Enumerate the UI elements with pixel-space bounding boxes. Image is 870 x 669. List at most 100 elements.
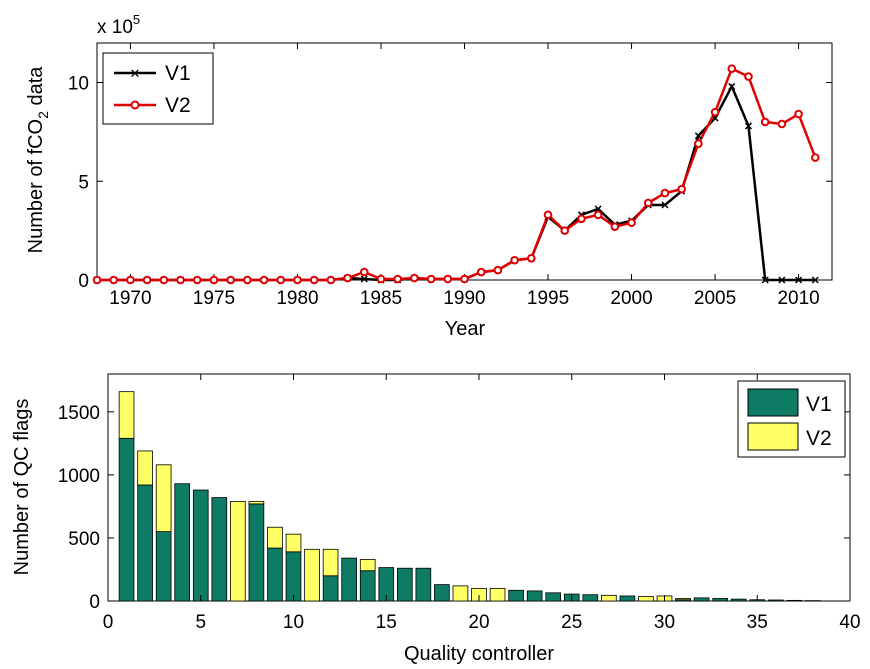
data-point-v2 bbox=[510, 255, 519, 265]
data-point-v2 bbox=[660, 188, 670, 198]
bottom-x-tick-label: 25 bbox=[561, 612, 582, 633]
top-x-tick-label: 1970 bbox=[109, 288, 151, 309]
bar-v1 bbox=[526, 590, 543, 602]
data-point-v2 bbox=[376, 274, 386, 284]
data-point-v1 bbox=[761, 276, 769, 284]
top-legend-v2-label: V2 bbox=[165, 94, 191, 117]
top-x-tick-label: 1995 bbox=[527, 288, 569, 309]
data-point-v1 bbox=[694, 132, 702, 140]
top-x-tick-label: 2010 bbox=[777, 288, 819, 309]
bar-v1 bbox=[545, 592, 562, 602]
top-y-tick-label: 10 bbox=[68, 74, 89, 95]
data-point-v2 bbox=[710, 107, 720, 117]
data-point-v2 bbox=[126, 275, 135, 285]
data-point-v2 bbox=[527, 253, 536, 263]
bottom-x-axis-title: Quality controller bbox=[404, 643, 554, 665]
bar-v2 bbox=[248, 500, 265, 505]
data-point-v2 bbox=[694, 139, 703, 149]
top-legend-v1-marker: ✕ bbox=[130, 66, 141, 81]
top-x-tick-label: 1985 bbox=[360, 288, 402, 309]
top-y-axis-title: Number of fCO2 data bbox=[25, 66, 51, 254]
data-point-v2 bbox=[142, 275, 152, 285]
top-y-tick-label: 5 bbox=[78, 172, 89, 193]
data-point-v2 bbox=[359, 267, 369, 277]
top-y-tick-label: 0 bbox=[78, 271, 89, 292]
top-legend: ✕ V1 V2 bbox=[102, 52, 214, 125]
data-point-v2 bbox=[209, 275, 219, 285]
data-point-v2 bbox=[610, 222, 620, 231]
data-point-v2 bbox=[393, 274, 402, 284]
bar-v1 bbox=[396, 567, 413, 602]
bar-v1 bbox=[211, 497, 228, 602]
bottom-y-tick-label: 1500 bbox=[58, 403, 100, 424]
bar-v1 bbox=[712, 598, 728, 602]
data-point-v2 bbox=[309, 275, 319, 285]
bar-v1 bbox=[582, 594, 599, 602]
bottom-legend-v1-swatch bbox=[747, 388, 799, 417]
bar-v1 bbox=[619, 595, 636, 602]
data-point-v1 bbox=[360, 275, 368, 283]
top-x-tick-label: 1975 bbox=[193, 288, 235, 309]
data-point-v2 bbox=[460, 274, 469, 284]
data-point-v2 bbox=[410, 273, 419, 283]
top-x-tick-label: 1990 bbox=[443, 288, 485, 309]
data-point-v2 bbox=[627, 218, 636, 228]
data-point-v2 bbox=[293, 275, 302, 285]
data-point-v1 bbox=[661, 201, 669, 209]
bar-v2 bbox=[359, 558, 376, 572]
data-point-v1 bbox=[795, 276, 803, 284]
bottom-bar-chart: 0 5 10 15 20 25 30 35 40 0 500 1000 1500 Quality co… bbox=[11, 373, 861, 665]
bottom-y-tick-label: 500 bbox=[68, 529, 100, 550]
data-point-v2 bbox=[810, 153, 820, 162]
data-point-v1 bbox=[778, 276, 786, 284]
bottom-x-tick-label: 10 bbox=[283, 612, 304, 633]
bar-v2 bbox=[230, 500, 246, 602]
data-point-v2 bbox=[109, 275, 119, 285]
bottom-bars-layer bbox=[118, 391, 821, 602]
top-legend-box bbox=[102, 52, 214, 125]
bottom-x-tick-label: 35 bbox=[747, 612, 768, 633]
bar-v2 bbox=[452, 585, 469, 602]
bar-v1 bbox=[786, 599, 803, 602]
bottom-x-tick-label: 0 bbox=[103, 612, 114, 633]
top-x-tick-label: 2000 bbox=[610, 288, 652, 309]
bottom-legend-v2-label: V2 bbox=[806, 427, 832, 450]
data-point-v2 bbox=[243, 275, 252, 285]
data-point-v1 bbox=[744, 122, 753, 130]
data-point-v2 bbox=[343, 273, 352, 283]
bar-v2 bbox=[285, 533, 302, 553]
bar-v1 bbox=[359, 570, 376, 602]
bar-v2 bbox=[601, 594, 617, 602]
bottom-x-tick-label: 15 bbox=[376, 612, 397, 633]
data-point-v2 bbox=[744, 72, 753, 81]
top-x-axis-title: Year bbox=[445, 318, 486, 340]
bar-v2 bbox=[304, 548, 320, 602]
bottom-legend-v1-label: V1 bbox=[806, 393, 832, 416]
bar-v1 bbox=[285, 551, 302, 602]
data-point-v2 bbox=[543, 210, 553, 220]
bar-v2 bbox=[322, 548, 339, 577]
bottom-y-tick-label: 0 bbox=[89, 592, 100, 613]
data-point-v2 bbox=[92, 275, 102, 285]
data-point-v2 bbox=[794, 109, 803, 119]
top-series-layer bbox=[92, 64, 820, 285]
data-point-v2 bbox=[560, 226, 570, 235]
data-point-v1 bbox=[811, 276, 819, 284]
data-point-v2 bbox=[760, 117, 770, 127]
bar-v1 bbox=[192, 489, 209, 602]
data-point-v2 bbox=[577, 214, 586, 224]
data-point-v1 bbox=[594, 205, 602, 213]
bar-v1 bbox=[248, 503, 265, 602]
bottom-x-tick-label: 20 bbox=[468, 612, 489, 633]
bar-v2 bbox=[489, 587, 506, 602]
bar-v2 bbox=[155, 464, 172, 533]
data-point-v2 bbox=[426, 274, 436, 284]
bottom-x-tick-label: 5 bbox=[195, 612, 206, 633]
data-point-v2 bbox=[476, 267, 486, 277]
bar-v1 bbox=[267, 547, 283, 602]
bar-v2 bbox=[675, 598, 691, 601]
bar-v1 bbox=[322, 575, 339, 602]
bottom-legend-v2-swatch bbox=[747, 422, 799, 451]
data-point-v1 bbox=[728, 82, 736, 90]
